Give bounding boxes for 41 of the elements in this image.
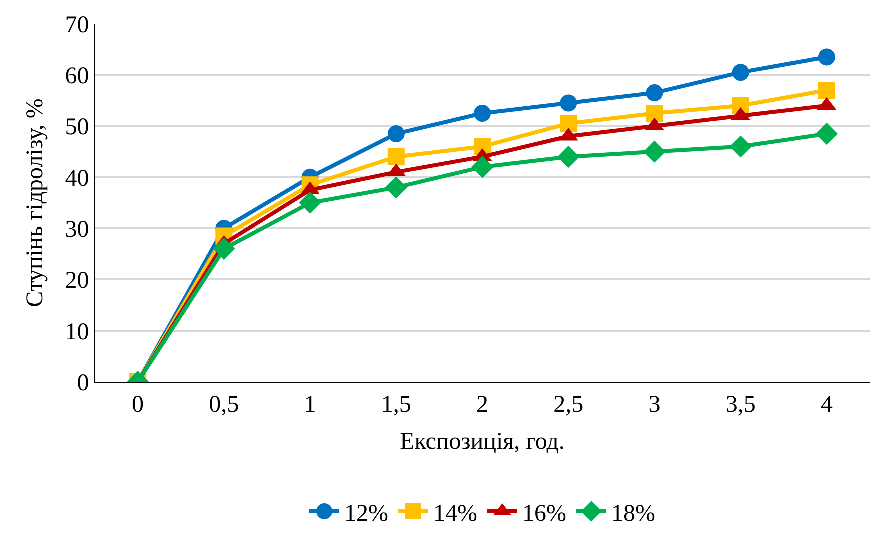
x-tick-label: 0 bbox=[132, 392, 144, 418]
point bbox=[818, 82, 836, 99]
y-tick-label: 50 bbox=[65, 114, 90, 141]
point bbox=[388, 148, 405, 166]
x-tick-label: 3,5 bbox=[726, 392, 756, 418]
point bbox=[560, 94, 578, 112]
x-tick-label: 3 bbox=[648, 392, 661, 418]
point bbox=[558, 146, 580, 168]
point bbox=[644, 140, 666, 163]
y-axis-title: Ступінь гідролізу, % bbox=[22, 98, 48, 308]
point bbox=[646, 84, 664, 102]
y-tick-label: 40 bbox=[65, 166, 90, 192]
point bbox=[471, 156, 494, 178]
x-tick-label: 1 bbox=[304, 392, 316, 418]
point bbox=[818, 48, 836, 66]
x-tick-label: 2,5 bbox=[554, 392, 584, 418]
point bbox=[474, 105, 491, 122]
x-tick-label: 2 bbox=[476, 392, 488, 418]
point bbox=[388, 125, 405, 142]
legend-label: 16% bbox=[522, 500, 566, 527]
x-tick-label: 1,5 bbox=[381, 392, 412, 418]
y-tick-label: 60 bbox=[65, 64, 90, 90]
point bbox=[385, 176, 408, 199]
x-tick-label: 4 bbox=[820, 392, 833, 418]
legend-label: 12% bbox=[344, 500, 388, 527]
legend-label: 14% bbox=[434, 500, 478, 527]
y-tick-label: 30 bbox=[65, 216, 90, 243]
legend-label: 18% bbox=[612, 500, 656, 527]
x-tick-label: 0,5 bbox=[209, 392, 240, 418]
point bbox=[646, 105, 664, 122]
point bbox=[732, 64, 750, 82]
y-tick-label: 0 bbox=[77, 370, 90, 396]
point bbox=[213, 238, 236, 260]
y-tick-label: 20 bbox=[65, 268, 90, 294]
x-axis-title: Експозиція, год. bbox=[400, 429, 565, 456]
point bbox=[730, 136, 752, 158]
y-tick-label: 10 bbox=[65, 319, 90, 346]
point bbox=[816, 122, 838, 146]
point bbox=[299, 192, 322, 214]
y-tick-label: 70 bbox=[65, 12, 90, 38]
point bbox=[560, 115, 578, 132]
